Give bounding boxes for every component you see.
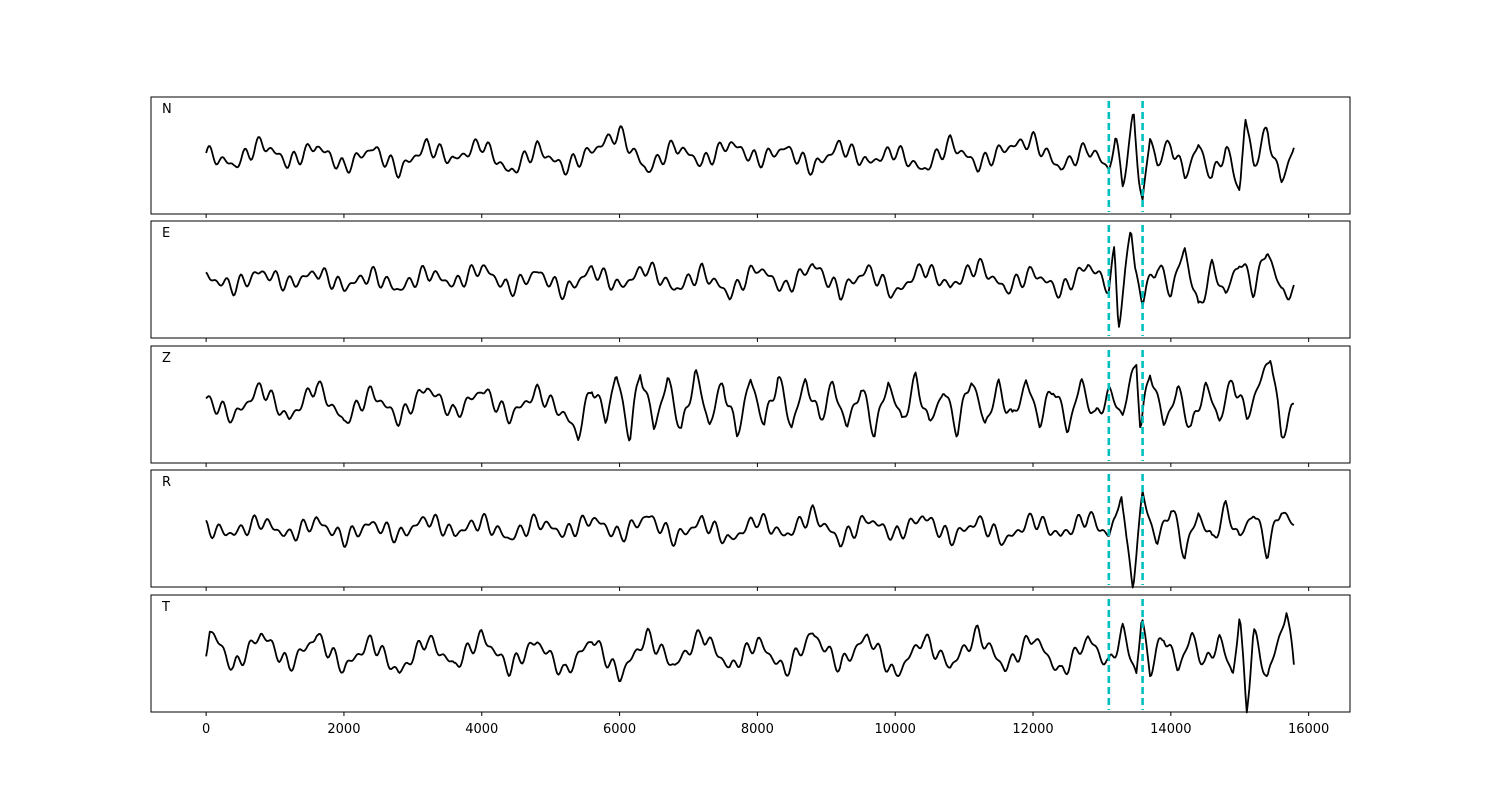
- panel-frame: [150, 220, 1351, 339]
- panel-label: T: [161, 600, 170, 615]
- panels-group: N E Z R T: [150, 96, 1351, 716]
- waveform-trace: [205, 360, 1295, 442]
- x-axis: 0 2000 4000 6000 8000 10000 12000 14000 16000: [202, 722, 1329, 737]
- x-tick-label: 16000: [1288, 722, 1329, 737]
- x-tick-label: 6000: [603, 722, 636, 737]
- panel-frame: [150, 96, 1351, 215]
- x-tick-label: 10000: [875, 722, 916, 737]
- panel-frame: [150, 594, 1351, 713]
- panel-e: E: [150, 220, 1351, 342]
- waveform-trace: [205, 113, 1295, 201]
- x-tick-label: 4000: [465, 722, 498, 737]
- panel-label: R: [162, 475, 171, 490]
- x-tick-label: 0: [202, 722, 210, 737]
- panel-label: Z: [162, 351, 171, 366]
- panel-label: N: [162, 102, 172, 117]
- panel-n: N: [150, 96, 1351, 218]
- x-tick-label: 8000: [741, 722, 774, 737]
- panel-r: R: [150, 469, 1351, 591]
- waveform-trace: [205, 490, 1295, 589]
- panel-frame: [150, 345, 1351, 464]
- panel-t: T: [150, 594, 1351, 716]
- x-tick-label: 2000: [327, 722, 360, 737]
- panel-z: Z: [150, 345, 1351, 467]
- waveform-trace: [205, 231, 1295, 328]
- x-tick-label: 12000: [1012, 722, 1053, 737]
- waveform-trace: [205, 612, 1295, 714]
- panel-label: E: [162, 226, 170, 241]
- panel-frame: [150, 469, 1351, 588]
- x-tick-label: 14000: [1150, 722, 1191, 737]
